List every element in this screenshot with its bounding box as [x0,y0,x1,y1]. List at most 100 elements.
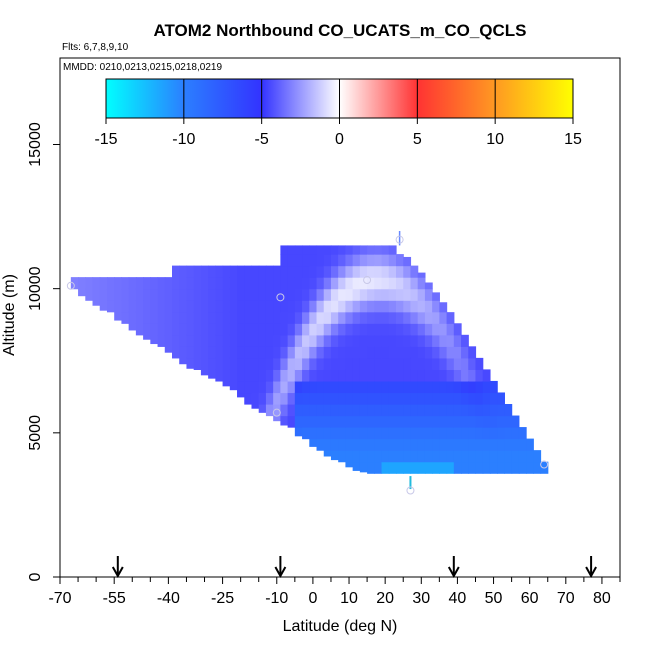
heatmap-cell [244,300,253,313]
heatmap-cell [193,346,202,359]
heatmap-cell [215,334,224,347]
heatmap-cell [330,277,339,290]
x-tick-label: 30 [412,590,430,607]
heatmap-cell [367,450,375,463]
heatmap-cell [381,427,390,440]
heatmap-cell [323,254,332,267]
heatmap-cell [186,334,195,347]
heatmap-cell [403,311,412,324]
heatmap-cell [229,277,238,290]
heatmap-cell [193,323,202,336]
heatmap-cell [309,277,318,290]
heatmap-cell [316,427,325,440]
heatmap-cell [367,357,375,370]
heatmap-cell [374,311,383,324]
heatmap-cell [461,380,469,394]
heatmap-cell [179,357,188,365]
heatmap-cell [374,265,383,278]
heatmap-cell [396,346,404,359]
heatmap-cell [359,369,368,382]
x-axis: -70 -55 -40 -25 -10 0 10 20 30 40 50 60 70 80 [48,577,621,607]
heatmap-cell [172,346,180,359]
heatmap-cell [338,300,347,313]
heatmap-cell [345,265,354,278]
heatmap-cell [403,427,412,440]
heatmap-cell [345,461,354,468]
heatmap-cell [359,311,368,324]
heatmap-cell [410,450,419,463]
heatmap-cells [70,245,549,474]
heatmap-cell [121,277,130,290]
heatmap-cell [345,300,354,313]
heatmap-cell [244,392,253,405]
heatmap-cell [367,254,375,267]
heatmap-cell [164,288,173,301]
heatmap-cell [511,427,520,440]
heatmap-cell [410,300,419,313]
heatmap-cell [287,357,296,370]
heatmap-cell [396,450,404,463]
heatmap-cell [330,380,339,394]
heatmap-cell [468,392,477,405]
heatmap-cell [222,265,231,278]
heatmap-cell [157,334,166,347]
heatmap-cell [265,323,274,336]
heatmap-cell [85,277,94,290]
heatmap-cell [396,369,404,382]
heatmap-cell [439,323,448,336]
heatmap-cell [439,380,448,394]
heatmap-cell [475,357,484,370]
heatmap-cell [388,427,397,440]
heatmap-cell [468,415,477,428]
heatmap-cell [186,357,195,369]
heatmap-cell [186,265,195,278]
heatmap-cell [280,346,289,359]
heatmap-cell [251,323,260,336]
heatmap-cell [157,277,166,290]
heatmap-cell [489,404,498,417]
profile-marker [276,293,285,302]
heatmap-cell [446,323,455,336]
heatmap-cell [374,323,383,336]
heatmap-cell [432,415,440,428]
heatmap-cell [417,369,426,382]
heatmap-cell [388,404,397,417]
heatmap-cell [482,392,491,405]
heatmap-cell [403,323,412,336]
heatmap-cell [475,461,484,474]
heatmap-cell [323,427,332,440]
heatmap-cell [323,311,332,324]
heatmap-cell [367,415,375,428]
heatmap-cell [345,277,354,290]
heatmap-cell [85,288,94,301]
colorbar-tick-label: -15 [94,131,117,148]
heatmap-cell [114,300,123,313]
heatmap-cell [352,415,361,428]
heatmap-cell [432,311,440,324]
heatmap-cell [446,438,455,451]
heatmap-cell [186,323,195,336]
heatmap-cell [403,334,412,347]
heatmap-cell [338,369,347,382]
heatmap-cell [287,277,296,290]
heatmap-cell [432,357,440,370]
heatmap-cell [309,300,318,313]
heatmap-cell [482,404,491,417]
heatmap-cell [309,323,318,336]
y-tick-label: 15000 [27,122,44,167]
heatmap-cell [489,450,498,463]
heatmap-cell [381,245,390,255]
heatmap-cell [258,288,267,301]
heatmap-cell [280,323,289,336]
heatmap-cell [302,277,310,290]
heatmap-cell [489,415,498,428]
heatmap-cell [381,450,390,463]
x-tick-label: 70 [557,590,575,607]
heatmap-cell [150,277,159,290]
heatmap-cell [114,288,123,301]
heatmap-cell [316,369,325,382]
heatmap-cell [338,334,347,347]
heatmap-cell [200,265,209,278]
heatmap-cell [424,450,433,463]
heatmap-cell [424,404,433,417]
